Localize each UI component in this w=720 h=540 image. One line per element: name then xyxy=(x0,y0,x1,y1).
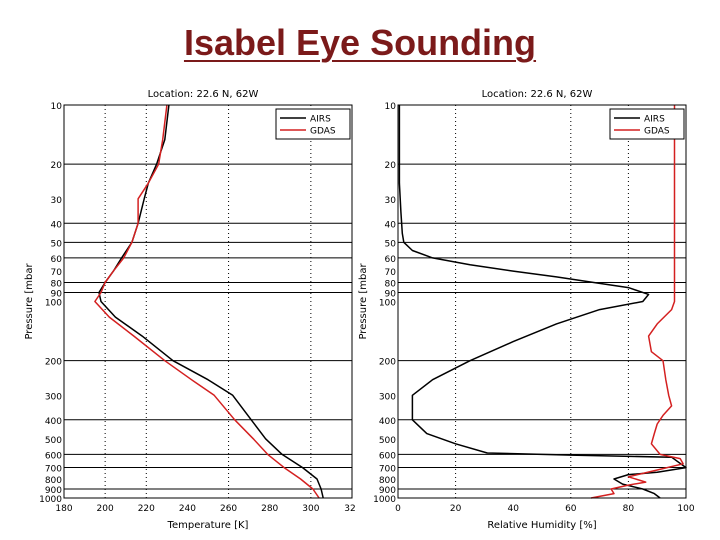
plot-area xyxy=(64,105,352,498)
y-tick-label: 400 xyxy=(45,417,62,427)
x-tick-label: 260 xyxy=(220,504,237,514)
y-tick-label: 800 xyxy=(45,476,62,486)
y-tick-label: 700 xyxy=(45,465,62,475)
y-axis-label: Pressure [mbar xyxy=(358,263,369,340)
legend-label-airs: AIRS xyxy=(310,115,331,125)
x-axis-label: Temperature [K] xyxy=(167,520,249,531)
y-tick-label: 100 xyxy=(45,299,62,309)
y-tick-label: 50 xyxy=(51,239,63,249)
x-tick-label: 180 xyxy=(55,504,72,514)
y-tick-label: 200 xyxy=(379,358,396,368)
y-tick-label: 20 xyxy=(385,161,397,171)
legend: AIRS GDAS xyxy=(275,108,351,140)
y-tick-label: 900 xyxy=(379,486,396,496)
series-line-airs xyxy=(98,104,324,499)
chart-2: Location: 22.6 N, 62W1020304050607080901… xyxy=(358,89,695,531)
y-tick-label: 30 xyxy=(51,196,63,206)
x-tick-label: 200 xyxy=(97,504,114,514)
x-tick-label: 0 xyxy=(395,504,401,514)
y-tick-label: 1000 xyxy=(39,495,62,505)
legend-box xyxy=(609,108,685,140)
series-line-gdas xyxy=(590,105,684,499)
y-tick-label: 700 xyxy=(379,465,396,475)
y-tick-label: 80 xyxy=(385,279,397,289)
x-tick-label: 280 xyxy=(261,504,278,514)
plot-area xyxy=(398,105,686,498)
legend-label-airs: AIRS xyxy=(644,115,665,125)
y-tick-label: 30 xyxy=(385,196,397,206)
y-axis-label: Pressure [mbar xyxy=(24,263,35,340)
x-tick-label: 60 xyxy=(565,504,577,514)
x-tick-label: 240 xyxy=(179,504,196,514)
y-tick-label: 60 xyxy=(51,255,63,265)
legend: AIRS GDAS xyxy=(609,108,685,140)
x-tick-label: 40 xyxy=(507,504,519,514)
legend-label-gdas: GDAS xyxy=(644,127,670,137)
y-tick-label: 60 xyxy=(385,255,397,265)
x-tick-label: 100 xyxy=(677,504,694,514)
chart-title: Location: 22.6 N, 62W xyxy=(148,89,259,100)
y-tick-label: 800 xyxy=(379,476,396,486)
x-tick-label: 20 xyxy=(450,504,462,514)
plot-frame xyxy=(63,104,353,499)
x-tick-label: 220 xyxy=(138,504,155,514)
legend-label-gdas: GDAS xyxy=(310,127,336,137)
page-title: Isabel Eye Sounding xyxy=(183,22,537,63)
series-line-gdas xyxy=(94,104,320,499)
y-tick-label: 300 xyxy=(379,392,396,402)
y-tick-label: 100 xyxy=(379,299,396,309)
y-tick-label: 80 xyxy=(51,279,63,289)
y-tick-label: 500 xyxy=(45,436,62,446)
x-tick-label: 300 xyxy=(302,504,319,514)
plot-frame xyxy=(397,104,687,499)
y-tick-label: 70 xyxy=(385,268,397,278)
y-tick-label: 900 xyxy=(45,486,62,496)
y-tick-label: 10 xyxy=(51,102,63,112)
y-tick-label: 40 xyxy=(51,220,63,230)
y-tick-label: 600 xyxy=(379,451,396,461)
y-tick-label: 300 xyxy=(45,392,62,402)
y-tick-label: 600 xyxy=(45,451,62,461)
y-tick-label: 10 xyxy=(385,102,397,112)
y-tick-label: 20 xyxy=(51,161,63,171)
y-tick-label: 40 xyxy=(385,220,397,230)
y-tick-label: 70 xyxy=(51,268,63,278)
y-tick-label: 400 xyxy=(379,417,396,427)
y-tick-label: 90 xyxy=(51,290,63,300)
x-tick-label: 32 xyxy=(344,504,355,514)
chart-title: Location: 22.6 N, 62W xyxy=(482,89,593,100)
legend-box xyxy=(275,108,351,140)
x-tick-label: 80 xyxy=(623,504,635,514)
y-tick-label: 200 xyxy=(45,358,62,368)
y-tick-label: 50 xyxy=(385,239,397,249)
y-tick-label: 90 xyxy=(385,290,397,300)
x-axis-label: Relative Humidity [%] xyxy=(487,520,596,531)
y-tick-label: 500 xyxy=(379,436,396,446)
y-tick-label: 1000 xyxy=(373,495,396,505)
chart-1: Location: 22.6 N, 62W1020304050607080901… xyxy=(24,89,356,531)
